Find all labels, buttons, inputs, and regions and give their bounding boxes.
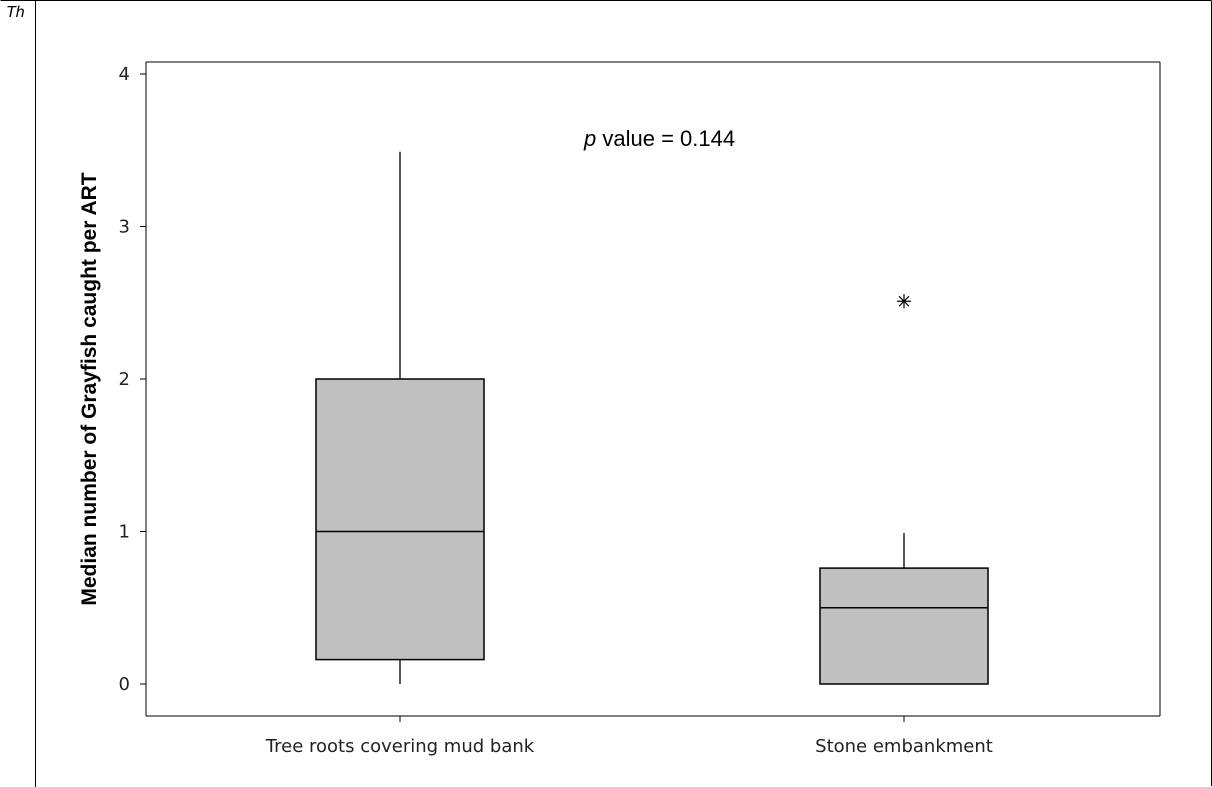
p-symbol: p [583,126,596,151]
y-tick-label: 3 [119,217,130,238]
y-axis-label: Median number of Grayfish caught per ART [78,172,101,605]
x-category-label: Stone embankment [815,736,993,757]
truncated-caption: Th [6,4,25,21]
x-axis-ticks: Tree roots covering mud bank Stone embank… [265,716,993,757]
y-tick-label: 4 [119,64,130,85]
y-tick-label: 1 [119,522,130,543]
x-category-label: Tree roots covering mud bank [265,736,535,757]
iqr-box [315,378,485,661]
p-value-text: value = 0.144 [596,126,735,151]
y-tick-label: 2 [119,369,130,390]
y-tick-label: 0 [119,674,130,695]
box-group [819,294,989,685]
iqr-box [819,567,989,685]
box-group [315,151,485,684]
p-value-annotation: p value = 0.144 [583,126,735,151]
y-axis-ticks: 0 1 2 3 4 [119,64,146,695]
outlier-marker [897,294,911,309]
boxes [315,151,989,685]
plot-frame [145,61,1161,717]
